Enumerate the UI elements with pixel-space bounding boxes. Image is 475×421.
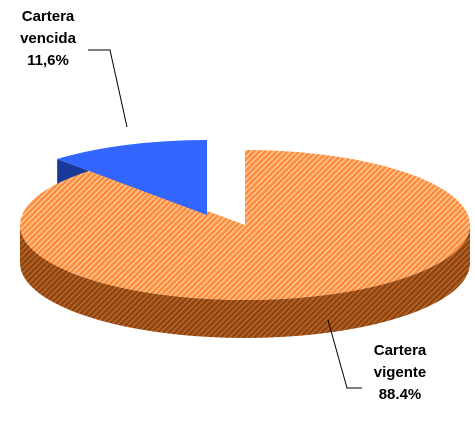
slice — [19, 150, 471, 300]
category-label: Cartera vencida — [20, 8, 76, 47]
slice — [57, 140, 207, 215]
value-label: 11,6% — [27, 52, 69, 69]
value-label: 88.4% — [378, 386, 422, 403]
slice-label: Cartera vigente 88.4% — [358, 340, 442, 406]
slice-side — [20, 225, 470, 338]
slice-label: Cartera vencida 11,6% — [6, 6, 90, 72]
leader-line — [327, 319, 362, 389]
category-label: Cartera vigente — [373, 342, 427, 381]
leader-line — [88, 49, 128, 128]
